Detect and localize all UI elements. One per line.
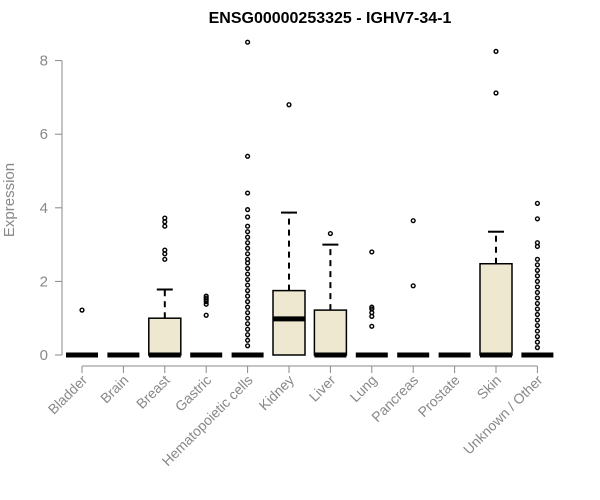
outlier-point [534, 306, 540, 312]
box-5 [272, 102, 306, 356]
outlier-point [162, 223, 168, 229]
outlier-point [534, 278, 540, 284]
outlier-point [245, 153, 251, 159]
box-4 [231, 39, 264, 358]
outlier-point [245, 337, 251, 343]
boxes-group [66, 39, 554, 358]
outlier-point [245, 251, 251, 257]
outlier-point [534, 311, 540, 318]
x-tick-label: Skin [474, 372, 505, 403]
outlier-point [245, 271, 251, 277]
outlier-point [534, 256, 540, 262]
outlier-point [410, 283, 416, 289]
box-body [148, 317, 182, 356]
y-tick-label: 2 [40, 273, 48, 290]
outlier-point [245, 256, 251, 262]
outlier-point [534, 273, 540, 279]
box-6 [313, 230, 348, 358]
outlier-point [534, 328, 540, 334]
outlier-point [245, 190, 251, 196]
outlier-point [245, 229, 251, 235]
outlier-point [369, 249, 375, 255]
outlier-point [245, 288, 251, 294]
outlier-point [245, 299, 251, 305]
outlier-point [203, 295, 209, 301]
outlier-point [245, 265, 251, 272]
chart-title: ENSG00000253325 - IGHV7-34-1 [209, 10, 452, 27]
outlier-point [534, 200, 540, 206]
box-7 [355, 249, 388, 358]
outlier-point [534, 345, 540, 351]
box-3 [190, 293, 223, 358]
outlier-point [245, 245, 251, 251]
outlier-point [245, 282, 251, 288]
outlier-point [369, 304, 375, 310]
outlier-point [162, 215, 168, 221]
outlier-point [245, 240, 251, 246]
x-tick-label: Brain [97, 372, 131, 406]
box-10 [479, 48, 513, 358]
outlier-point [245, 39, 251, 45]
outlier-point [534, 334, 540, 340]
outlier-point [203, 312, 209, 318]
outlier-point [162, 256, 168, 262]
box-11 [521, 200, 554, 358]
outlier-point [369, 306, 375, 312]
y-tick-label: 6 [40, 126, 48, 143]
box-0 [66, 307, 98, 358]
y-axis-label: Expression [1, 163, 18, 237]
outlier-point [534, 317, 540, 323]
outlier-point [534, 216, 540, 222]
outlier-point [493, 90, 499, 96]
x-tick-label: Kidney [256, 372, 298, 414]
outlier-point [245, 207, 251, 213]
outlier-point [534, 267, 540, 273]
y-tick-label: 4 [40, 200, 48, 217]
box-2 [148, 215, 182, 358]
outlier-point [245, 293, 251, 299]
outlier-point [245, 343, 251, 349]
box-body [313, 309, 348, 356]
x-tick-label: Unknown / Other [460, 372, 546, 458]
outlier-point [286, 102, 292, 108]
outlier-point [245, 321, 251, 327]
outlier-point [245, 304, 251, 310]
outlier-point [369, 323, 375, 329]
outlier-point [245, 276, 251, 283]
y-tick-label: 0 [40, 347, 48, 364]
outlier-point [534, 289, 540, 296]
y-axis: 0 2 4 6 8 [40, 53, 63, 364]
outlier-point [162, 247, 168, 253]
outlier-point [245, 223, 251, 229]
outlier-point [534, 300, 540, 307]
x-tick-label: Breast [133, 372, 173, 412]
x-tick-label: Liver [306, 372, 339, 405]
box-8 [397, 218, 430, 358]
outlier-point [534, 262, 540, 268]
x-tick-label: Bladder [45, 372, 91, 418]
outlier-point [327, 230, 333, 237]
outlier-point [245, 234, 251, 240]
outlier-point [534, 339, 540, 345]
outlier-point [245, 310, 251, 316]
box-body [272, 289, 306, 356]
x-tick-label: Prostate [415, 372, 463, 420]
outlier-point [203, 293, 209, 299]
outlier-point [245, 315, 251, 321]
outlier-point [493, 48, 499, 54]
outlier-point [245, 332, 251, 338]
x-tick-label: Lung [347, 372, 380, 405]
outlier-point [79, 307, 85, 313]
outlier-point [534, 322, 540, 329]
outlier-point [534, 295, 540, 301]
y-tick-label: 8 [40, 53, 48, 70]
box-body [479, 262, 513, 356]
outlier-point [534, 284, 540, 290]
outlier-point [534, 240, 540, 246]
outlier-point [245, 214, 251, 220]
outlier-point [410, 218, 416, 224]
outlier-point [245, 326, 251, 332]
